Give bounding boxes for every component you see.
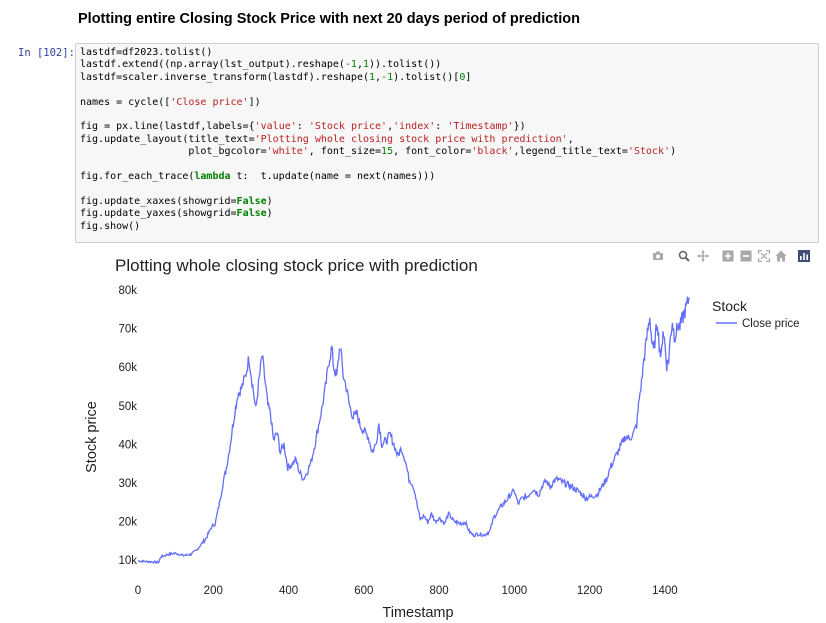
y-axis-title: Stock price xyxy=(84,401,100,473)
plotly-logo-icon[interactable] xyxy=(798,250,810,262)
y-tick-label: 80k xyxy=(118,285,137,297)
x-axis-title: Timestamp xyxy=(382,605,453,621)
y-tick-label: 50k xyxy=(118,401,137,413)
legend-title: Stock xyxy=(712,298,748,314)
zoom-in-icon[interactable] xyxy=(722,250,734,262)
x-tick-label: 800 xyxy=(429,585,448,597)
x-tick-label: 0 xyxy=(135,585,141,597)
pan-icon[interactable] xyxy=(697,250,709,262)
y-tick-label: 70k xyxy=(118,324,137,336)
markdown-heading: Plotting entire Closing Stock Price with… xyxy=(78,11,580,27)
x-tick-label: 1000 xyxy=(502,585,528,597)
line-chart[interactable]: Plotting whole closing stock price with … xyxy=(0,245,826,623)
x-tick-label: 200 xyxy=(204,585,223,597)
camera-icon[interactable] xyxy=(652,250,664,262)
y-tick-label: 40k xyxy=(118,439,137,451)
code-editor[interactable]: lastdf=df2023.tolist() lastdf.extend((np… xyxy=(80,47,677,232)
x-axis: 0 200 400 600 800 1000 1200 1400 xyxy=(135,585,678,597)
y-axis: 10k 20k 30k 40k 50k 60k 70k 80k xyxy=(118,285,137,567)
x-tick-label: 400 xyxy=(279,585,298,597)
y-tick-label: 10k xyxy=(118,555,137,567)
x-tick-label: 600 xyxy=(354,585,373,597)
zoom-icon[interactable] xyxy=(678,250,690,262)
y-tick-label: 30k xyxy=(118,478,137,490)
legend[interactable]: Stock Close price xyxy=(712,298,800,330)
zoom-out-icon[interactable] xyxy=(740,250,752,262)
autoscale-icon[interactable] xyxy=(757,249,771,263)
x-tick-label: 1400 xyxy=(652,585,678,597)
x-tick-label: 1200 xyxy=(577,585,603,597)
chart-title: Plotting whole closing stock price with … xyxy=(115,256,478,275)
legend-item-close-price[interactable]: Close price xyxy=(742,318,800,330)
home-icon[interactable] xyxy=(775,250,787,262)
cell-prompt: In [102]: xyxy=(18,47,75,59)
code-cell[interactable]: lastdf=df2023.tolist() lastdf.extend((np… xyxy=(75,43,819,243)
y-tick-label: 20k xyxy=(118,517,137,529)
series-line-close-price xyxy=(137,296,690,565)
y-tick-label: 60k xyxy=(118,362,137,374)
